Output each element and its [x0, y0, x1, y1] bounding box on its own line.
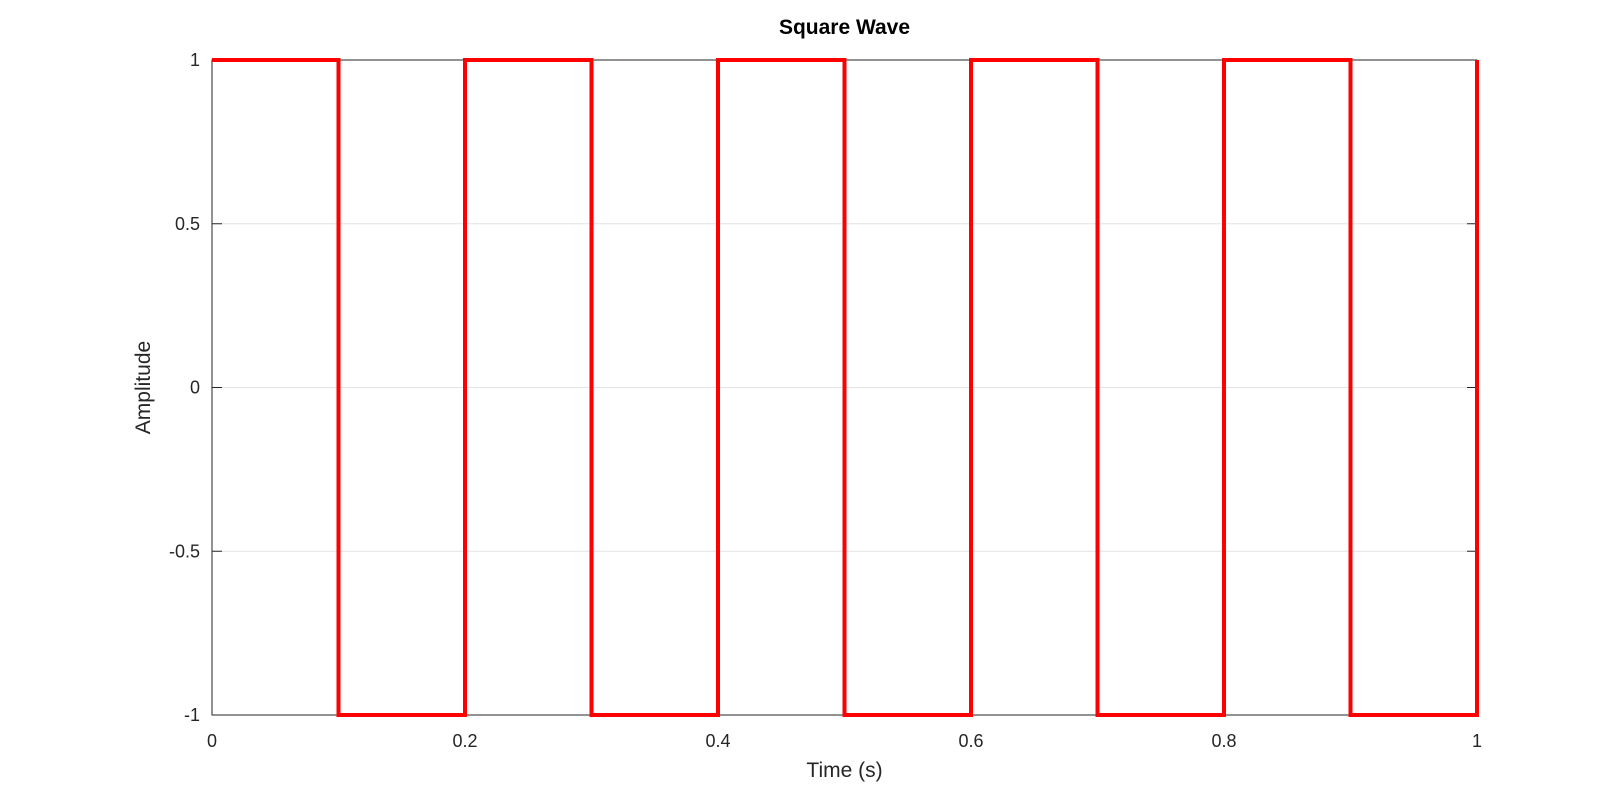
x-tick-label-3: 0.6	[958, 731, 983, 751]
y-axis-label: Amplitude	[132, 341, 155, 434]
y-tick-label-2: 0	[190, 378, 200, 398]
y-tick-label-3: 0.5	[175, 214, 200, 234]
x-tick-label-4: 0.8	[1211, 731, 1236, 751]
chart-title: Square Wave	[779, 16, 910, 39]
x-tick-label-5: 1	[1472, 731, 1482, 751]
y-tick-label-1: -0.5	[169, 541, 200, 561]
x-tick-label-0: 0	[207, 731, 217, 751]
x-axis-label: Time (s)	[806, 759, 882, 782]
y-tick-label-0: -1	[184, 705, 200, 725]
tick-labels: 0 0.2 0.4 0.6 0.8 1 -1 -0.5 0 0.5 1	[169, 50, 1482, 751]
x-tick-label-2: 0.4	[705, 731, 730, 751]
x-tick-label-1: 0.2	[452, 731, 477, 751]
series-layer	[212, 58, 1479, 717]
series-line-0	[212, 58, 1479, 717]
y-tick-label-4: 1	[190, 50, 200, 70]
